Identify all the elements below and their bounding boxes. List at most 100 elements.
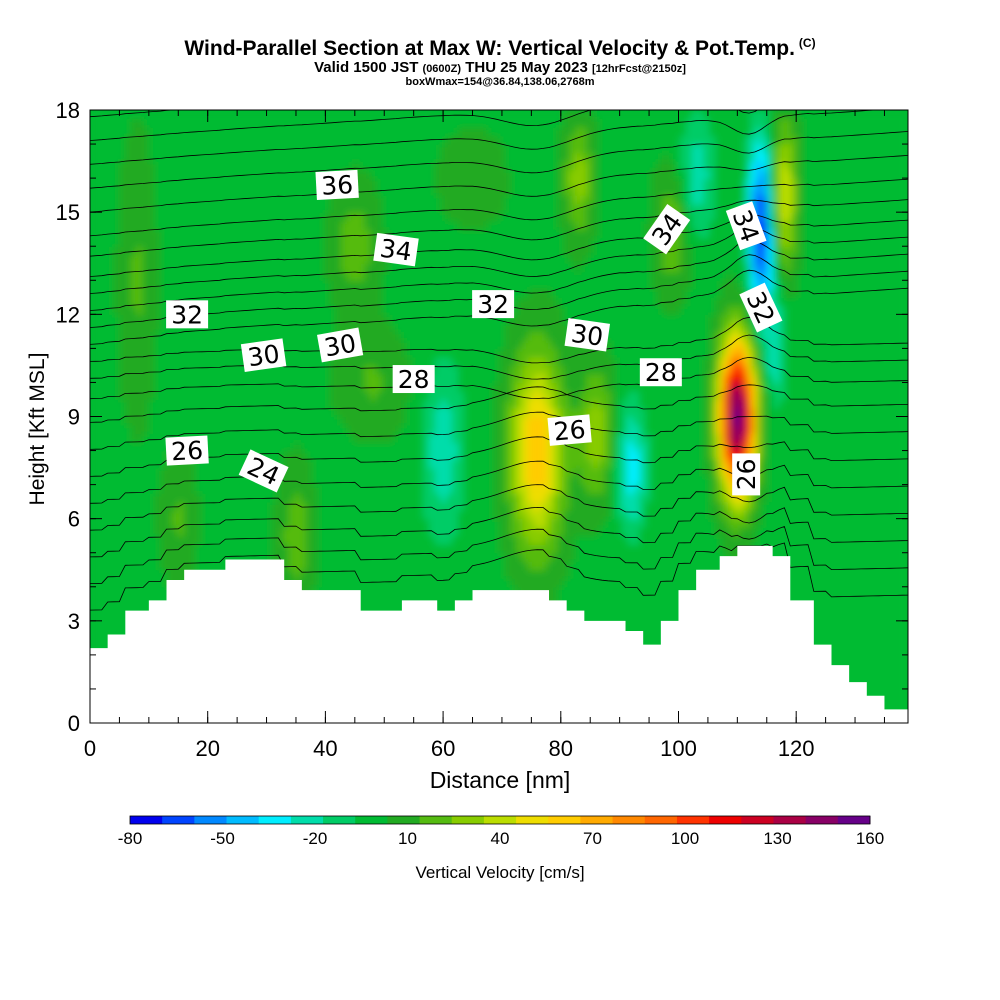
heat-cell bbox=[849, 493, 857, 503]
heat-cell bbox=[113, 586, 120, 596]
heat-cell bbox=[329, 544, 336, 554]
heat-cell bbox=[586, 450, 594, 460]
heat-cell bbox=[306, 578, 313, 588]
heat-cell bbox=[236, 493, 243, 503]
heat-cell bbox=[826, 595, 833, 605]
heat-cell bbox=[837, 527, 845, 537]
heat-cell bbox=[440, 476, 448, 486]
heat-cell bbox=[884, 450, 892, 460]
heat-cell bbox=[884, 663, 892, 673]
heat-cell bbox=[510, 544, 518, 554]
heat-cell bbox=[329, 561, 336, 571]
heat-cell bbox=[802, 527, 810, 537]
heat-cell bbox=[125, 433, 132, 443]
heat-cell bbox=[516, 569, 523, 579]
heat-cell bbox=[393, 535, 401, 545]
heat-cell bbox=[709, 433, 716, 443]
heat-cell bbox=[592, 586, 599, 596]
heat-cell bbox=[95, 527, 103, 537]
heat-cell bbox=[791, 442, 798, 452]
heat-cell bbox=[405, 561, 412, 571]
heat-cell bbox=[376, 476, 383, 486]
heat-cell bbox=[148, 510, 155, 520]
heat-cell bbox=[364, 484, 372, 494]
heat-cell bbox=[872, 501, 880, 511]
heat-cell bbox=[709, 527, 716, 537]
heat-cell bbox=[528, 476, 535, 486]
heat-cell bbox=[130, 425, 138, 435]
heat-cell bbox=[656, 467, 664, 477]
heat-cell bbox=[452, 510, 459, 520]
heat-cell bbox=[276, 484, 284, 494]
heat-cell bbox=[253, 484, 261, 494]
heat-cell bbox=[370, 561, 377, 571]
heat-cell bbox=[639, 433, 646, 443]
heat-cell bbox=[113, 459, 120, 469]
heat-cell bbox=[902, 671, 908, 682]
heat-cell bbox=[557, 578, 564, 588]
heat-cell bbox=[469, 510, 477, 520]
heat-cell bbox=[645, 578, 652, 588]
heat-cell bbox=[364, 493, 372, 503]
heat-cell bbox=[387, 484, 395, 494]
heat-cell bbox=[896, 654, 903, 665]
heat-cell bbox=[510, 433, 518, 443]
heat-cell bbox=[393, 433, 401, 443]
heat-cell bbox=[171, 484, 179, 494]
heat-cell bbox=[189, 501, 196, 511]
heat-cell bbox=[685, 510, 693, 520]
heat-cell bbox=[434, 433, 442, 443]
heat-cell bbox=[230, 527, 237, 537]
heat-cell bbox=[832, 603, 839, 613]
heat-cell bbox=[820, 535, 827, 545]
heat-cell bbox=[119, 595, 126, 605]
heat-cell bbox=[428, 425, 436, 435]
heat-cell bbox=[475, 561, 483, 571]
heat-cell bbox=[750, 433, 757, 443]
heat-cell bbox=[101, 501, 109, 511]
heat-cell bbox=[382, 433, 389, 443]
heat-cell bbox=[902, 663, 908, 673]
heat-cell bbox=[265, 450, 272, 460]
heat-cell bbox=[837, 578, 845, 588]
heat-cell bbox=[458, 535, 465, 545]
heat-cell bbox=[206, 433, 214, 443]
heat-cell bbox=[282, 484, 290, 494]
heat-cell bbox=[90, 569, 97, 579]
heat-cell bbox=[610, 595, 617, 605]
heat-cell bbox=[551, 569, 559, 579]
heat-cell bbox=[615, 535, 623, 545]
heat-cell bbox=[90, 612, 97, 622]
heat-cell bbox=[872, 620, 880, 630]
heat-cell bbox=[160, 535, 167, 545]
heat-cell bbox=[183, 552, 190, 562]
heat-cell bbox=[475, 484, 483, 494]
heat-cell bbox=[685, 442, 693, 452]
heat-cell bbox=[534, 467, 541, 477]
heat-cell bbox=[680, 552, 687, 562]
heat-cell bbox=[522, 484, 529, 494]
heat-cell bbox=[645, 629, 652, 639]
heat-cell bbox=[493, 552, 500, 562]
heat-cell bbox=[574, 527, 582, 537]
heat-cell bbox=[317, 561, 325, 571]
heat-cell bbox=[487, 433, 494, 443]
heat-cell bbox=[130, 450, 138, 460]
heat-cell bbox=[423, 484, 430, 494]
heat-cell bbox=[107, 629, 114, 639]
heat-cell bbox=[539, 467, 547, 477]
heat-cell bbox=[288, 433, 296, 443]
heat-cell bbox=[855, 425, 862, 435]
heat-cell bbox=[95, 510, 103, 520]
heat-cell bbox=[785, 459, 792, 469]
heat-cell bbox=[271, 544, 278, 554]
heat-cell bbox=[218, 527, 225, 537]
heat-cell bbox=[323, 476, 331, 486]
heat-cell bbox=[662, 586, 670, 596]
heat-cell bbox=[294, 552, 301, 562]
heat-cell bbox=[878, 476, 886, 486]
heat-cell bbox=[884, 510, 892, 520]
heat-cell bbox=[610, 450, 617, 460]
heat-cell bbox=[224, 476, 231, 486]
heat-cell bbox=[230, 450, 237, 460]
